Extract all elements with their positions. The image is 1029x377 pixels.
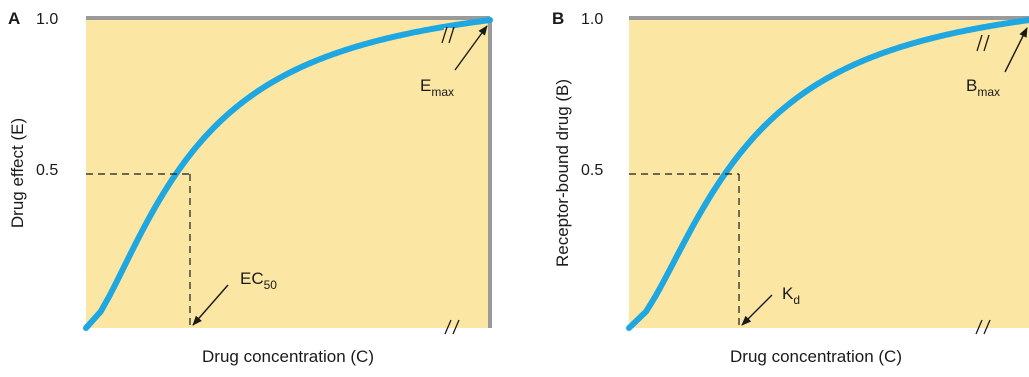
- curve-break-mark: [976, 34, 983, 52]
- curve-break-gap: [979, 36, 987, 50]
- plot-area-a: [86, 18, 490, 328]
- ec50-main: EC: [240, 269, 264, 288]
- x-axis-break-mark: [444, 319, 452, 335]
- x-axis-break-mark: [975, 319, 983, 335]
- x-axis-title-a: Drug concentration (C): [202, 347, 374, 366]
- bmax-label: Bmax: [966, 76, 1000, 99]
- half-max-annotation-arrow: [741, 294, 773, 326]
- panel-b: B 1.0 0.5 Receptor-bound drug (B) Drug c…: [552, 9, 1029, 366]
- half-max-annotation-arrow: [192, 284, 229, 326]
- curve-break-mark: [448, 26, 455, 44]
- panel-label-a: A: [8, 9, 20, 28]
- x-axis-break-mark: [452, 319, 460, 335]
- kd-label: Kd: [782, 284, 800, 307]
- kd-sub: d: [793, 293, 800, 307]
- dose-response-curve: [626, 17, 1029, 331]
- y-axis-title-a: Drug effect (E): [8, 118, 27, 228]
- ec50-sub: 50: [264, 278, 278, 292]
- ec50-label: EC50: [240, 269, 277, 292]
- panel-a: A 1.0 0.5 Drug effect (E) Drug concentra…: [8, 9, 493, 366]
- emax-sub: max: [431, 85, 454, 99]
- max-annotation-arrow: [1004, 27, 1028, 73]
- plot-area-b: [629, 18, 1029, 328]
- dose-response-curve: [83, 17, 493, 331]
- chart-marks-a: [83, 17, 493, 335]
- max-annotation-arrow: [454, 25, 488, 71]
- curve-break-gap: [444, 28, 452, 42]
- bmax-sub: max: [977, 85, 1000, 99]
- curve-break-mark: [441, 26, 448, 44]
- curve-break-mark: [983, 34, 990, 52]
- emax-label: Emax: [420, 76, 454, 99]
- kd-main: K: [782, 284, 794, 303]
- y-tick-label-1-a: 1.0: [36, 11, 58, 28]
- y-axis-title-b: Receptor-bound drug (B): [553, 79, 572, 267]
- x-axis-break-mark: [983, 319, 991, 335]
- panel-label-b: B: [552, 9, 564, 28]
- chart-marks-b: [626, 17, 1029, 335]
- x-axis-title-b: Drug concentration (C): [730, 347, 902, 366]
- y-tick-label-05-a: 0.5: [36, 162, 58, 179]
- y-tick-label-05-b: 0.5: [581, 162, 603, 179]
- emax-main: E: [420, 76, 431, 95]
- y-tick-label-1-b: 1.0: [581, 11, 603, 28]
- bmax-main: B: [966, 76, 977, 95]
